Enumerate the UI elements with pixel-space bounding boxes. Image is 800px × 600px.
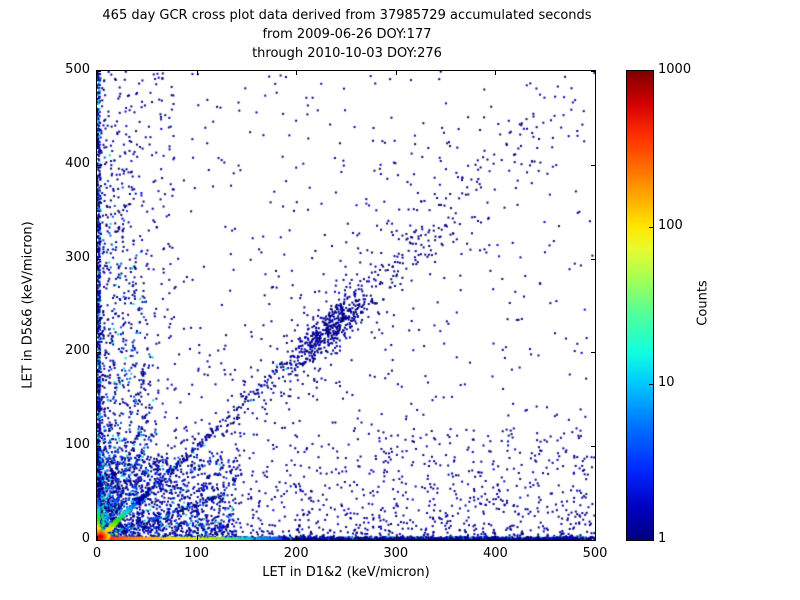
- x-tick-label: 400: [482, 546, 508, 561]
- y-tick-mark: [97, 446, 101, 448]
- y-tick-mark-right: [591, 352, 595, 354]
- y-tick-mark: [97, 540, 101, 541]
- y-tick-mark-right: [591, 71, 595, 72]
- x-tick-mark: [97, 536, 98, 540]
- y-tick-mark-right: [591, 164, 595, 166]
- y-tick-mark: [97, 352, 101, 354]
- y-tick-mark-right: [591, 540, 595, 541]
- y-axis-label: LET in D5&6 (keV/micron): [20, 221, 36, 389]
- x-tick-mark: [196, 536, 198, 540]
- x-tick-mark-top: [395, 71, 397, 75]
- y-tick-label: 0: [81, 531, 90, 546]
- x-tick-label: 300: [383, 546, 409, 561]
- y-tick-label: 300: [65, 249, 90, 265]
- chart-title-line-3: through 2010-10-03 DOY:276: [252, 46, 442, 61]
- y-tick-mark: [97, 258, 101, 260]
- chart-title-line-1: 465 day GCR cross plot data derived from…: [102, 8, 592, 23]
- y-tick-mark-right: [591, 258, 595, 260]
- x-tick-label: 200: [283, 546, 309, 561]
- x-tick-mark: [296, 536, 298, 540]
- colorbar-tick-label: 1000: [658, 62, 692, 77]
- y-tick-mark: [97, 71, 101, 72]
- colorbar-label: Counts: [695, 280, 711, 326]
- x-tick-label: 100: [184, 546, 210, 561]
- colorbar-gradient: [627, 71, 653, 540]
- x-tick-mark-top: [97, 71, 98, 75]
- x-axis-label: LET in D1&2 (keV/micron): [262, 565, 430, 580]
- colorbar-tick-mark: [649, 383, 653, 385]
- chart-title: 465 day GCR cross plot data derived from…: [67, 6, 627, 63]
- y-tick-label: 100: [65, 437, 90, 453]
- colorbar-tick-label: 100: [658, 218, 683, 234]
- x-tick-label: 0: [92, 546, 102, 561]
- chart-title-line-2: from 2009-06-26 DOY:177: [262, 27, 432, 42]
- x-tick-mark-top: [595, 71, 596, 75]
- x-tick-mark: [395, 536, 397, 540]
- x-tick-label: 500: [582, 546, 608, 561]
- colorbar-tick-label: 1: [658, 531, 667, 546]
- y-tick-label: 200: [65, 343, 90, 359]
- colorbar: [626, 70, 654, 541]
- y-tick-label: 400: [65, 155, 90, 171]
- y-tick-mark: [97, 164, 101, 166]
- colorbar-tick-mark: [649, 227, 653, 229]
- colorbar-tick-label: 10: [658, 374, 675, 390]
- x-tick-mark: [595, 536, 596, 540]
- x-tick-mark-top: [296, 71, 298, 75]
- y-tick-label: 500: [65, 62, 90, 77]
- x-tick-mark-top: [495, 71, 497, 75]
- x-tick-mark-top: [196, 71, 198, 75]
- scatter-canvas: [97, 71, 595, 540]
- x-tick-mark: [495, 536, 497, 540]
- y-tick-mark-right: [591, 446, 595, 448]
